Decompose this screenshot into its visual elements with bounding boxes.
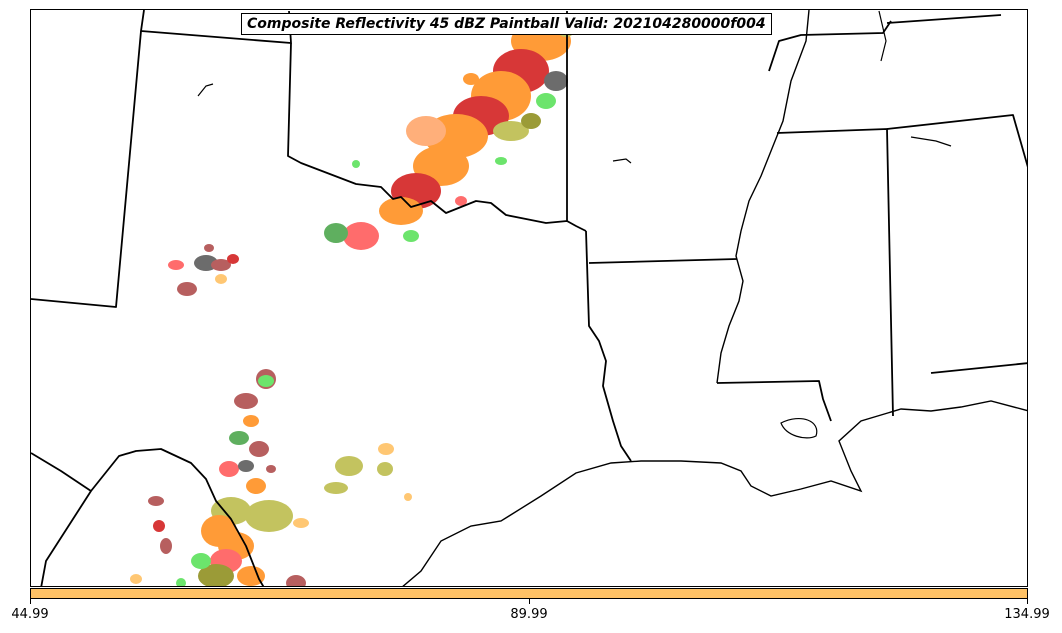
map-panel xyxy=(30,9,1028,587)
storm-cell xyxy=(215,274,227,284)
storm-cell xyxy=(335,456,363,476)
storm-cell xyxy=(293,518,309,528)
border-ar-la xyxy=(588,258,738,264)
storm-cell xyxy=(227,254,239,264)
storm-cell xyxy=(406,116,446,146)
storm-cell xyxy=(177,282,197,296)
storm-cell xyxy=(153,520,165,532)
storm-cell xyxy=(245,500,293,532)
storm-cell xyxy=(243,415,259,427)
border-az-nm xyxy=(31,30,142,308)
storm-cell xyxy=(219,461,239,477)
map-canvas xyxy=(31,10,1027,586)
storm-cell xyxy=(286,575,306,586)
storm-cell xyxy=(403,230,419,242)
storm-cell xyxy=(463,73,479,85)
storm-cell xyxy=(352,160,360,168)
storm-cell xyxy=(455,196,467,206)
lake-pontchartrain xyxy=(780,418,818,439)
storm-cell xyxy=(536,93,556,109)
storm-cell xyxy=(246,478,266,494)
storm-cell xyxy=(495,157,507,165)
storm-cell xyxy=(377,462,393,476)
colorbar-tick-label-mid: 89.99 xyxy=(510,607,548,622)
storm-cell xyxy=(198,564,234,586)
storm-cell xyxy=(343,222,379,250)
storm-cell xyxy=(229,431,249,445)
border-tn-ky xyxy=(768,20,892,72)
colorbar-tick xyxy=(1027,599,1028,604)
border-al-fl xyxy=(930,362,1027,374)
storm-cell xyxy=(160,538,172,554)
map-title: Composite Reflectivity 45 dBZ Paintball … xyxy=(241,13,772,35)
storm-cell xyxy=(148,496,164,506)
reflectivity-paintball-layer xyxy=(130,21,574,586)
border-la-ms-south xyxy=(716,380,832,422)
state-borders xyxy=(31,10,1027,586)
colorbar-tick xyxy=(30,599,31,604)
storm-cell xyxy=(493,121,529,141)
storm-cell xyxy=(204,244,214,252)
lake-outline xyxy=(910,136,952,147)
border-ok-tx xyxy=(287,42,587,232)
storm-cell xyxy=(249,441,269,457)
storm-cell xyxy=(544,71,568,91)
storm-cell xyxy=(404,493,412,501)
border-tn-va xyxy=(886,14,1002,24)
colorbar-tick-label-min: 44.99 xyxy=(11,607,49,622)
storm-cell xyxy=(324,223,348,243)
storm-cell xyxy=(324,482,348,494)
border-ms-al xyxy=(776,128,894,417)
colorbar xyxy=(30,588,1028,599)
river-segment xyxy=(878,10,887,62)
storm-cell xyxy=(211,259,231,271)
border-tx-la xyxy=(585,230,632,462)
storm-cell xyxy=(521,113,541,129)
storm-cell xyxy=(378,443,394,455)
colorbar-tick xyxy=(529,599,530,604)
lake-outline xyxy=(612,158,632,164)
storm-cell xyxy=(176,578,186,586)
gulf-coastline xyxy=(402,400,1027,586)
border-mexico-west xyxy=(40,490,92,586)
storm-cell xyxy=(379,197,423,225)
storm-cell xyxy=(234,393,258,409)
storm-cell xyxy=(237,566,265,586)
border-al-ga xyxy=(886,114,1027,168)
lake-outline xyxy=(197,83,214,97)
storm-cell xyxy=(238,460,254,472)
storm-cell xyxy=(258,375,274,387)
storm-cell xyxy=(191,553,211,569)
storm-cell xyxy=(168,260,184,270)
storm-cell xyxy=(266,465,276,473)
storm-cell xyxy=(130,574,142,584)
colorbar-tick-label-max: 134.99 xyxy=(1004,607,1050,622)
mississippi-river xyxy=(716,10,810,384)
